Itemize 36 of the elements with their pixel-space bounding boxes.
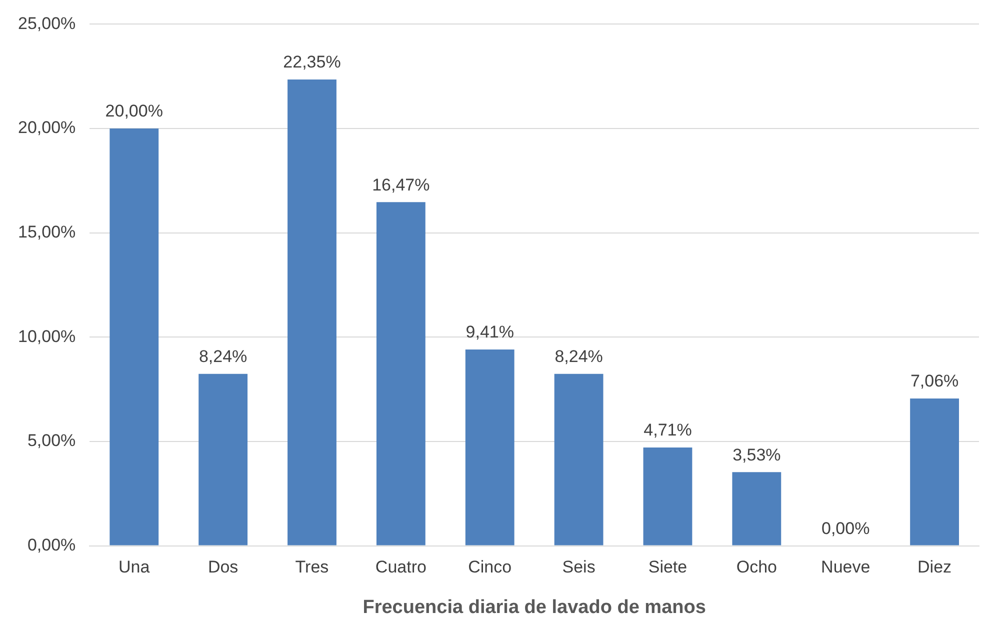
y-tick-label: 5,00% [27,431,76,450]
data-label: 4,71% [644,420,692,440]
bar [465,349,514,546]
data-label: 0,00% [821,518,870,538]
x-tick-label: Cinco [468,558,512,577]
bar [376,202,426,546]
data-label: 8,24% [198,347,248,366]
x-tick-label: Ocho [736,558,777,577]
data-label: 9,41% [466,322,514,342]
data-label: 22,35% [283,52,341,72]
x-tick-label: Diez [918,558,952,577]
bar [554,374,604,546]
x-tick-label: Una [118,558,150,577]
data-label: 3,53% [732,445,781,464]
x-tick-label: Cuatro [375,558,426,577]
data-label: 7,06% [910,372,959,391]
data-label: 8,24% [554,347,603,366]
x-tick-label: Nueve [821,558,870,577]
y-tick-label: 10,00% [18,326,76,346]
data-label: 16,47% [372,175,430,194]
bar [643,448,692,546]
x-tick-label: Seis [562,558,596,577]
bar [198,374,248,546]
y-tick-label: 25,00% [18,14,76,33]
data-label: 20,00% [105,102,163,121]
x-tick-label: Siete [648,558,688,577]
bar [910,398,959,546]
bar [288,79,336,546]
y-tick-label: 0,00% [27,535,76,554]
x-tick-label: Tres [295,558,329,577]
x-tick-label: Dos [208,558,238,577]
bar [110,128,159,546]
bar [732,472,782,546]
x-axis-title: Frecuencia diaria de lavado de manos [362,596,706,618]
y-tick-label: 15,00% [18,222,76,242]
y-tick-label: 20,00% [18,118,76,138]
